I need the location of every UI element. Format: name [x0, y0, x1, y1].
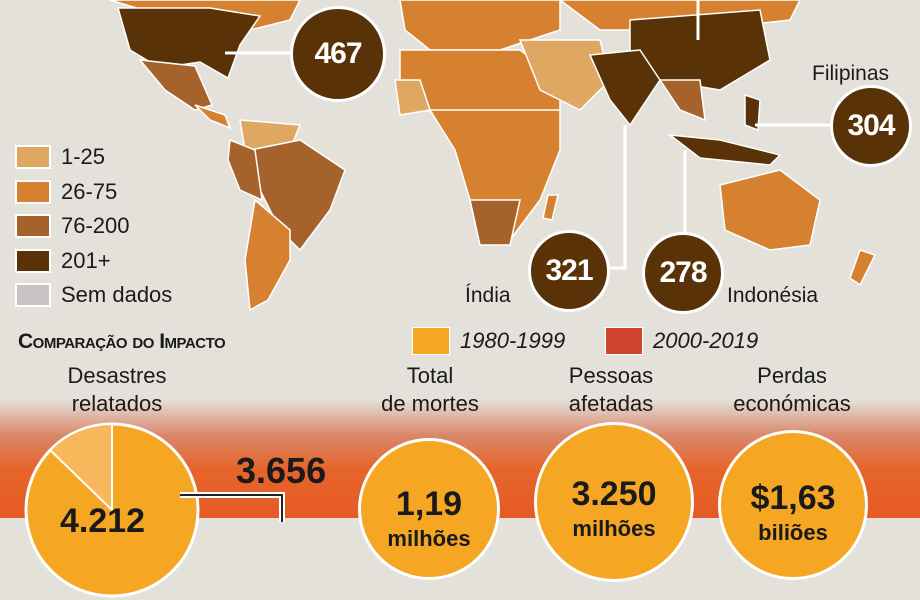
madagascar — [542, 194, 559, 221]
new-zealand — [849, 249, 877, 287]
deaths-circle: 1,19 milhões — [358, 438, 500, 580]
world-map — [109, 0, 877, 312]
legend-item: 1-25 — [15, 140, 172, 175]
callout-usa: 467 — [290, 6, 386, 102]
label-line: Pessoas — [568, 363, 654, 388]
southeast-asia — [658, 79, 706, 122]
section-title: Comparação do Impacto — [18, 330, 226, 353]
legend-item: 201+ — [15, 244, 172, 279]
callout-india: 321 — [528, 230, 610, 312]
australia — [719, 169, 821, 251]
callout-indonesia: 278 — [642, 232, 724, 314]
india — [588, 49, 661, 127]
callout-value: 321 — [545, 254, 593, 287]
legend-label: 1-25 — [61, 144, 106, 170]
series-swatch — [605, 327, 643, 355]
losses-circle: $1,63 biliões — [718, 430, 868, 580]
philippines — [744, 93, 761, 132]
callout-label-india: Índia — [465, 284, 511, 307]
pie-slice-share — [48, 422, 113, 513]
map-legend: 1-25 26-75 76-200 201+ Sem dados — [15, 140, 172, 313]
affected-circle: 3.250 milhões — [534, 422, 694, 582]
series-legend-1980: 1980-1999 — [412, 327, 565, 355]
series-label: 1980-1999 — [460, 328, 566, 353]
legend-swatch — [15, 248, 51, 273]
legend-item: Sem dados — [15, 278, 172, 313]
label-line: relatados — [71, 391, 163, 416]
argentina-chile — [244, 198, 291, 312]
legend-label: 26-75 — [61, 178, 118, 204]
legend-item: 76-200 — [15, 209, 172, 244]
connector-line — [180, 492, 285, 522]
category-label: Total de mortes — [345, 362, 515, 418]
usa — [117, 7, 262, 80]
label-line: Desastres — [67, 363, 167, 388]
losses-unit: biliões — [758, 520, 828, 545]
legend-label: 76-200 — [61, 213, 130, 239]
brazil — [249, 139, 346, 252]
series-label: 2000-2019 — [653, 328, 759, 353]
impact-comparison: Comparação do Impacto 1980-1999 2000-201… — [0, 320, 920, 598]
category-label: Desastres relatados — [32, 362, 202, 418]
label-line: Total — [406, 363, 454, 388]
label-line: Perdas — [757, 363, 827, 388]
label-line: de mortes — [381, 391, 479, 416]
legend-swatch — [15, 145, 51, 170]
legend-label: 201+ — [61, 247, 111, 273]
central-america — [194, 104, 232, 130]
legend-swatch — [15, 283, 51, 308]
disasters-extra-value: 3.656 — [236, 450, 327, 491]
label-line: económicas — [733, 391, 851, 416]
callout-label-indonesia: Indonésia — [727, 284, 819, 307]
china — [629, 9, 771, 91]
callout-label-philippines: Filipinas — [812, 62, 890, 85]
series-swatch — [412, 327, 450, 355]
legend-item: 26-75 — [15, 175, 172, 210]
label-line: afetadas — [568, 391, 654, 416]
category-label: Perdas económicas — [707, 362, 877, 418]
affected-value: 3.250 — [571, 475, 657, 513]
disasters-value: 4.212 — [60, 502, 146, 540]
series-legend-2000: 2000-2019 — [605, 327, 758, 355]
indonesia — [667, 133, 782, 166]
legend-swatch — [15, 214, 51, 239]
callout-value: 278 — [659, 256, 707, 289]
deaths-value: 1,19 — [395, 485, 463, 523]
legend-label: Sem dados — [61, 282, 173, 308]
callout-value: 304 — [847, 109, 895, 142]
peru — [227, 138, 263, 202]
south-africa — [469, 199, 521, 246]
callout-value: 467 — [314, 37, 362, 70]
losses-value: $1,63 — [750, 479, 836, 517]
middle-east — [518, 39, 611, 111]
mexico — [138, 59, 214, 111]
deaths-unit: milhões — [387, 526, 471, 551]
legend-swatch — [15, 179, 51, 204]
category-label: Pessoas afetadas — [526, 362, 696, 418]
affected-unit: milhões — [572, 516, 656, 541]
callout-philippines: 304 — [830, 85, 912, 167]
